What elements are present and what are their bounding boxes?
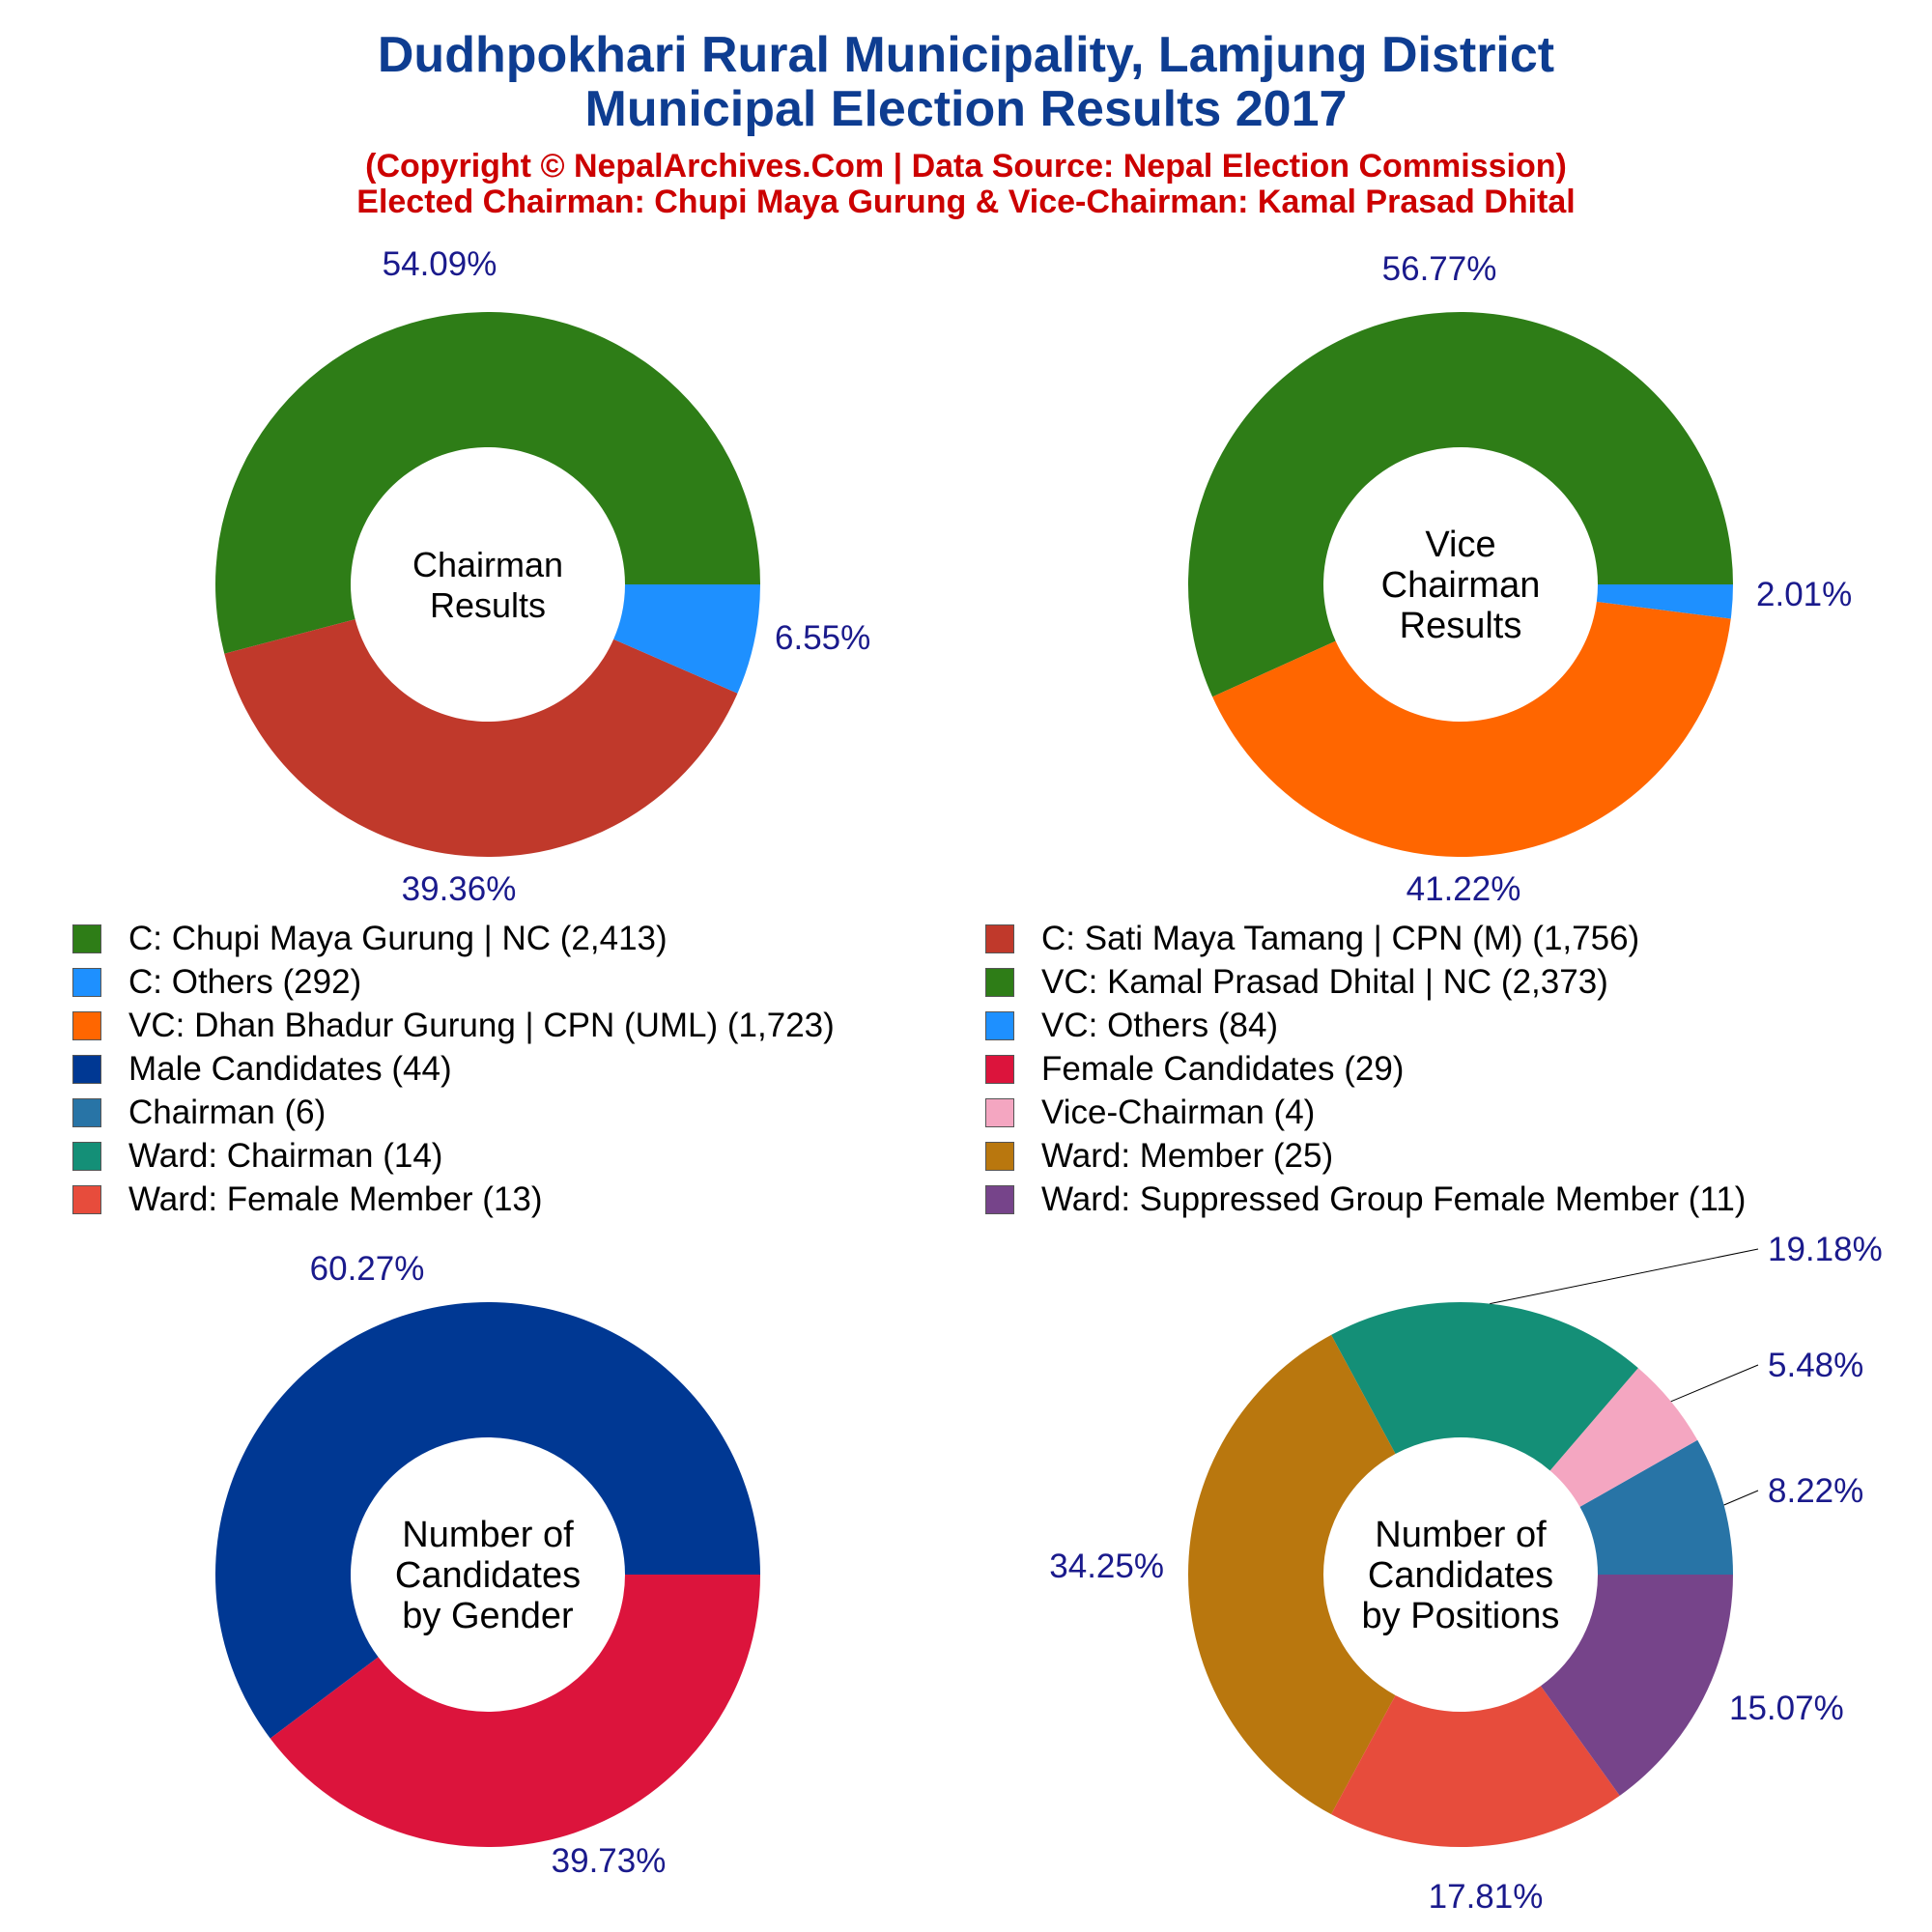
percent-label: 6.55%: [775, 619, 870, 657]
percent-label: 56.77%: [1382, 250, 1497, 288]
legend-swatch: [72, 1098, 101, 1127]
label-leader-line: [1723, 1490, 1759, 1506]
donut-slice: [1579, 1439, 1733, 1575]
chart-title-line1: Dudhpokhari Rural Municipality, Lamjung …: [377, 27, 1555, 83]
donut-center-label: by Gender: [402, 1596, 574, 1636]
legend-item: Ward: Female Member (13): [72, 1179, 543, 1221]
donut-center-label: Chairman: [412, 545, 563, 584]
donut-slice: [1331, 1301, 1638, 1471]
donut-slice: [1212, 601, 1731, 857]
donut-center-label: Chairman: [1381, 565, 1541, 606]
donut-slice: [1596, 584, 1733, 619]
legend-swatch: [72, 1142, 101, 1171]
legend-swatch: [72, 968, 101, 997]
elected-subtitle: Elected Chairman: Chupi Maya Gurung & Vi…: [356, 184, 1576, 220]
legend-item: VC: Kamal Prasad Dhital | NC (2,373): [985, 961, 1608, 1004]
legend-label: Vice-Chairman (4): [1041, 1094, 1316, 1131]
legend-label: Ward: Member (25): [1041, 1137, 1334, 1175]
percent-label: 60.27%: [310, 1250, 425, 1288]
legend-label: Ward: Suppressed Group Female Member (11…: [1041, 1180, 1747, 1218]
legend-item: Ward: Suppressed Group Female Member (11…: [985, 1179, 1746, 1221]
percent-label: 5.48%: [1768, 1347, 1863, 1384]
legend-swatch: [985, 968, 1014, 997]
legend-swatch: [985, 1185, 1014, 1214]
percent-label: 17.81%: [1429, 1878, 1544, 1916]
legend-swatch: [72, 1011, 101, 1040]
legend-swatch: [985, 1142, 1014, 1171]
donut-chart-4: 8.22% 5.48% 19.18% 34.25% 17.81% 15.07% Number…: [1049, 1231, 1882, 1916]
legend-item: Vice-Chairman (4): [985, 1092, 1315, 1134]
legend-item: VC: Others (84): [985, 1005, 1278, 1047]
donut-center-label: Number of: [1375, 1515, 1547, 1555]
chart-title-line2: Municipal Election Results 2017: [584, 81, 1348, 137]
donut-slice: [270, 1575, 760, 1847]
legend-item: Chairman (6): [72, 1092, 326, 1134]
legend-item: VC: Dhan Bhadur Gurung | CPN (UML) (1,72…: [72, 1005, 835, 1047]
donut-center-label: Vice: [1425, 525, 1495, 565]
donut-center-label: Candidates: [1368, 1555, 1553, 1596]
legend-label: VC: Dhan Bhadur Gurung | CPN (UML) (1,72…: [128, 1007, 835, 1044]
legend-swatch: [72, 924, 101, 953]
label-leader-line: [1490, 1248, 1759, 1305]
legend-label: Female Candidates (29): [1041, 1050, 1405, 1088]
legend-label: Chairman (6): [128, 1094, 327, 1131]
legend-label: Male Candidates (44): [128, 1050, 452, 1088]
percent-label: 54.09%: [383, 245, 497, 283]
legend-label: VC: Kamal Prasad Dhital | NC (2,373): [1041, 963, 1608, 1001]
legend-label: C: Chupi Maya Gurung | NC (2,413): [128, 920, 668, 957]
label-leader-line: [1670, 1364, 1759, 1403]
percent-label: 39.73%: [552, 1842, 667, 1880]
percent-label: 34.25%: [1049, 1548, 1164, 1585]
donut-center-label: Results: [1400, 606, 1522, 646]
donut-slice: [214, 311, 760, 654]
donut-slice: [1331, 1686, 1620, 1847]
percent-label: 15.07%: [1729, 1690, 1844, 1727]
legend-label: Ward: Female Member (13): [128, 1180, 543, 1218]
legend-label: VC: Others (84): [1041, 1007, 1279, 1044]
donut-slice: [1188, 1334, 1396, 1815]
legend-swatch: [985, 924, 1014, 953]
legend-item: C: Others (292): [72, 961, 361, 1004]
legend-item: Ward: Chairman (14): [72, 1135, 442, 1178]
donut-slice: [214, 1301, 761, 1739]
donut-center-label: Number of: [402, 1515, 574, 1555]
donut-slice: [613, 584, 760, 694]
legend-item: Female Candidates (29): [985, 1048, 1404, 1091]
legend-label: C: Others (292): [128, 963, 362, 1001]
legend-swatch: [72, 1185, 101, 1214]
percent-label: 41.22%: [1406, 870, 1521, 908]
legend-label: Ward: Chairman (14): [128, 1137, 443, 1175]
percent-label: 39.36%: [402, 870, 517, 908]
copyright-subtitle: (Copyright © NepalArchives.Com | Data So…: [365, 148, 1567, 185]
percent-label: 19.18%: [1768, 1231, 1883, 1268]
legend-item: C: Sati Maya Tamang | CPN (M) (1,756): [985, 918, 1639, 960]
legend-swatch: [985, 1011, 1014, 1040]
donut-center-label: by Positions: [1362, 1596, 1560, 1636]
percent-label: 2.01%: [1756, 576, 1852, 613]
legend-swatch: [72, 1055, 101, 1084]
donut-center-label: Candidates: [395, 1555, 581, 1596]
donut-slice: [1188, 312, 1733, 697]
donut-slice: [224, 619, 738, 858]
donut-slice: [1549, 1368, 1698, 1507]
legend-item: Ward: Member (25): [985, 1135, 1333, 1178]
legend-swatch: [985, 1098, 1014, 1127]
donut-center-label: Results: [430, 585, 546, 625]
legend-label: C: Sati Maya Tamang | CPN (M) (1,756): [1041, 920, 1640, 957]
donut-slice: [1540, 1575, 1733, 1796]
legend-item: C: Chupi Maya Gurung | NC (2,413): [72, 918, 668, 960]
percent-label: 8.22%: [1768, 1472, 1863, 1510]
legend-item: Male Candidates (44): [72, 1048, 452, 1091]
legend-swatch: [985, 1055, 1014, 1084]
